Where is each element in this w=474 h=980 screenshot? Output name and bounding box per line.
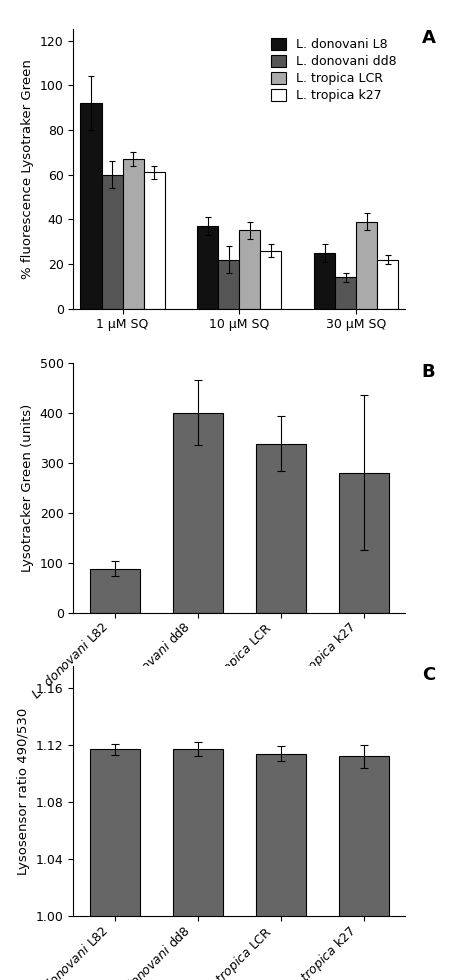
Bar [335, 277, 356, 309]
Bar [81, 103, 101, 309]
Legend: L. donovani L8, L. donovani dd8, L. tropica LCR, L. tropica k27: L. donovani L8, L. donovani dd8, L. trop… [268, 35, 399, 105]
Bar [90, 750, 140, 980]
Bar [314, 253, 335, 309]
Text: $\it{L.\ donovani}$ dd8: $\it{L.\ donovani}$ dd8 [110, 619, 194, 703]
Y-axis label: % fluorescence Lysotraker Green: % fluorescence Lysotraker Green [21, 59, 34, 279]
Bar [90, 568, 140, 612]
Bar [356, 221, 377, 309]
Bar [377, 260, 398, 309]
Bar [101, 174, 123, 309]
Bar [173, 750, 223, 980]
Text: $\it{L.\ tropica}$ k27: $\it{L.\ tropica}$ k27 [284, 619, 360, 695]
Bar [123, 159, 144, 309]
Bar [260, 251, 282, 309]
Bar [339, 757, 389, 980]
Text: $\it{L.\ donovani}$ L82: $\it{L.\ donovani}$ L82 [28, 923, 111, 980]
Bar [256, 444, 306, 612]
Text: $\it{L.\ tropica}$ k27: $\it{L.\ tropica}$ k27 [284, 923, 360, 980]
Bar [219, 260, 239, 309]
Text: $\it{L.\ donovani}$ dd8: $\it{L.\ donovani}$ dd8 [110, 923, 194, 980]
Text: $\it{L.\ donovani}$ L82: $\it{L.\ donovani}$ L82 [28, 619, 111, 702]
Text: A: A [422, 29, 436, 47]
Bar [173, 413, 223, 612]
Y-axis label: Lysotracker Green (units): Lysotracker Green (units) [21, 404, 34, 571]
Text: C: C [422, 666, 435, 684]
Bar [144, 172, 164, 309]
Text: B: B [422, 363, 436, 380]
Bar [339, 472, 389, 612]
Bar [197, 226, 219, 309]
Text: $\it{L.\ tropica}$ LCR: $\it{L.\ tropica}$ LCR [200, 619, 277, 696]
Bar [239, 230, 260, 309]
Bar [256, 754, 306, 980]
Text: $\it{L.\ tropica}$ LCR: $\it{L.\ tropica}$ LCR [200, 923, 277, 980]
Y-axis label: Lysosensor ratio 490/530: Lysosensor ratio 490/530 [18, 708, 30, 875]
